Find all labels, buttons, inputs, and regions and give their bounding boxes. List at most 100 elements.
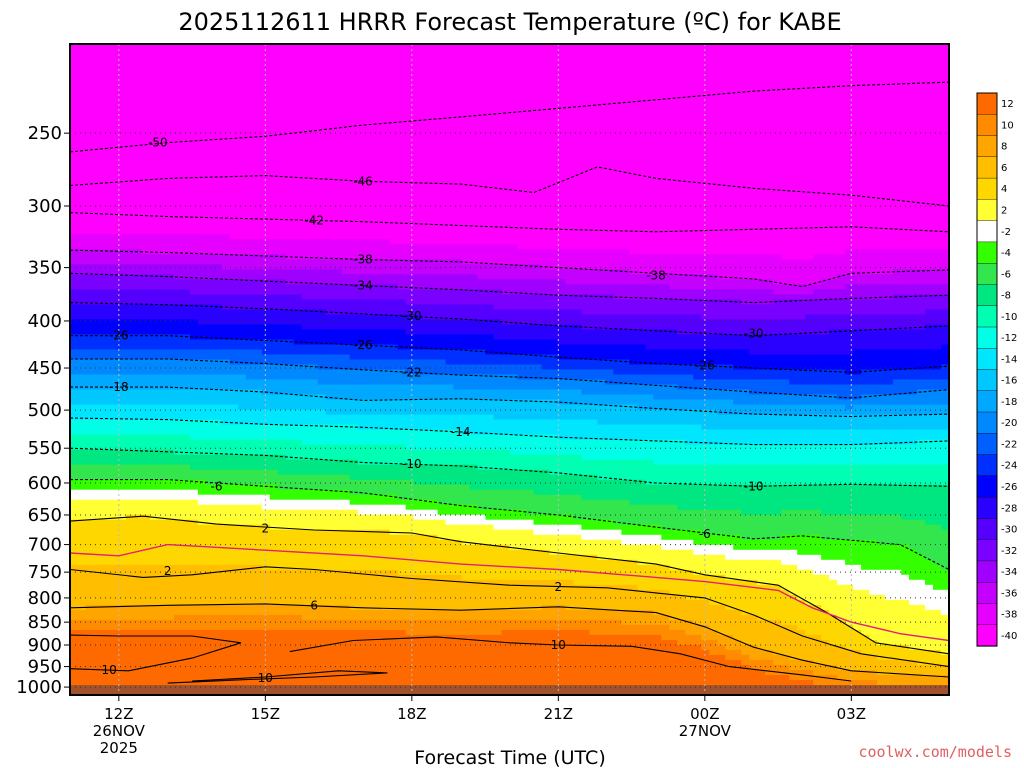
temperature-cell xyxy=(613,634,622,695)
temperature-cell xyxy=(261,494,271,511)
temperature-cell xyxy=(757,444,766,466)
temperature-cell xyxy=(437,359,447,376)
temperature-cell xyxy=(485,619,495,636)
temperature-cell xyxy=(173,359,183,376)
temperature-cell xyxy=(661,274,670,285)
temperature-cell xyxy=(229,279,239,295)
temperature-cell xyxy=(901,329,910,350)
temperature-cell xyxy=(437,399,447,416)
temperature-cell xyxy=(621,394,630,406)
temperature-cell xyxy=(373,514,383,531)
temperature-cell xyxy=(70,389,79,406)
temperature-cell xyxy=(893,599,902,646)
temperature-cell xyxy=(357,494,367,506)
temperature-cell xyxy=(445,304,455,320)
temperature-cell xyxy=(589,619,598,636)
temperature-cell xyxy=(637,284,646,300)
temperature-cell xyxy=(397,399,407,416)
temperature-cell xyxy=(269,409,279,426)
temperature-cell xyxy=(133,564,143,606)
temperature-cell xyxy=(309,619,319,631)
temperature-cell xyxy=(541,379,551,391)
temperature-cell xyxy=(549,324,559,340)
temperature-cell xyxy=(485,489,495,511)
temperature-cell xyxy=(70,334,79,350)
temperature-cell xyxy=(533,339,543,356)
temperature-cell xyxy=(493,309,503,320)
x-tick-label: 00Z xyxy=(690,705,719,723)
temperature-cell xyxy=(549,249,559,270)
temperature-cell xyxy=(669,504,678,531)
temperature-cell xyxy=(821,574,830,611)
temperature-cell xyxy=(869,464,878,486)
temperature-cell xyxy=(581,359,590,371)
temperature-cell xyxy=(637,634,646,695)
temperature-cell xyxy=(86,234,95,250)
temperature-cell xyxy=(205,454,215,471)
temperature-cell xyxy=(741,559,750,581)
temperature-cell xyxy=(205,604,215,616)
temperature-cell xyxy=(845,444,854,466)
temperature-cell xyxy=(941,675,949,686)
temperature-cell xyxy=(933,665,942,676)
temperature-cell xyxy=(70,434,79,451)
temperature-cell xyxy=(357,239,367,260)
temperature-cell xyxy=(110,489,119,501)
temperature-cell xyxy=(437,574,447,611)
temperature-cell xyxy=(533,354,543,366)
temperature-cell xyxy=(325,459,335,476)
temperature-cell xyxy=(110,604,119,621)
temperature-cell xyxy=(453,464,463,486)
temperature-cell xyxy=(765,369,774,381)
temperature-cell xyxy=(277,354,287,366)
temperature-cell xyxy=(453,609,463,621)
temperature-cell xyxy=(78,304,87,320)
temperature-cell xyxy=(189,604,199,616)
temperature-cell xyxy=(213,294,223,305)
temperature-cell xyxy=(277,239,287,255)
temperature-cell xyxy=(269,614,279,631)
temperature-cell xyxy=(557,344,566,361)
temperature-cell xyxy=(102,304,111,320)
temperature-cell xyxy=(605,369,614,386)
temperature-cell xyxy=(621,329,630,345)
temperature-cell xyxy=(173,419,183,436)
temperature-cell xyxy=(389,244,399,260)
temperature-cell xyxy=(717,364,726,381)
temperature-cell xyxy=(925,369,934,381)
temperature-cell xyxy=(261,394,271,411)
temperature-cell xyxy=(661,399,670,411)
temperature-cell xyxy=(133,349,143,361)
temperature-cell xyxy=(525,579,535,611)
temperature-cell xyxy=(837,329,846,355)
temperature-cell xyxy=(301,604,311,621)
temperature-cell xyxy=(605,529,614,541)
temperature-cell xyxy=(165,464,175,481)
temperature-cell xyxy=(445,449,455,466)
temperature-cell xyxy=(493,434,503,451)
temperature-cell xyxy=(797,44,806,260)
temperature-cell xyxy=(181,44,191,235)
temperature-cell xyxy=(181,319,191,335)
temperature-cell xyxy=(413,359,423,376)
temperature-cell xyxy=(701,429,710,446)
temperature-cell xyxy=(757,279,766,290)
temperature-cell xyxy=(94,249,103,265)
temperature-cell xyxy=(637,314,646,330)
temperature-cell xyxy=(645,634,654,695)
temperature-cell xyxy=(837,670,846,681)
temperature-cell xyxy=(141,254,151,265)
temperature-cell xyxy=(341,399,351,416)
temperature-cell xyxy=(909,649,918,661)
temperature-cell xyxy=(117,489,127,501)
temperature-cell xyxy=(509,324,519,340)
temperature-cell xyxy=(285,394,295,411)
temperature-cell xyxy=(165,479,175,491)
temperature-cell xyxy=(653,364,662,376)
temperature-cell xyxy=(165,489,175,501)
temperature-cell xyxy=(110,389,119,406)
temperature-cell xyxy=(269,394,279,411)
contour-label: -18 xyxy=(109,380,129,394)
temperature-cell xyxy=(213,304,223,325)
temperature-cell xyxy=(70,374,79,391)
